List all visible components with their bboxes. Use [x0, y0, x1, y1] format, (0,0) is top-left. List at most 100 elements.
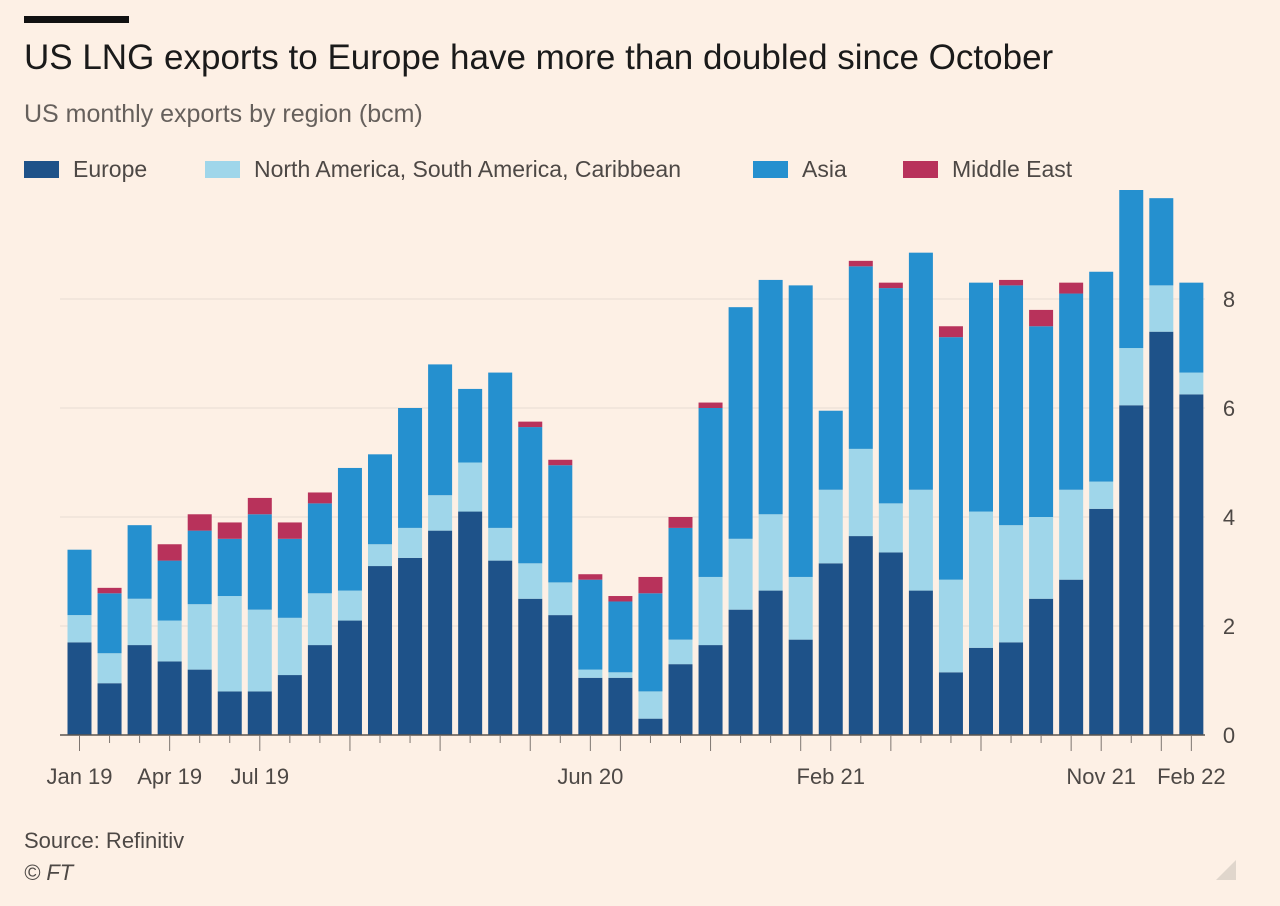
- bar-segment-north-america-south-america-caribbean: [938, 579, 963, 673]
- bar-segment-europe: [1089, 508, 1114, 735]
- bar-segment-asia: [818, 410, 843, 490]
- bar-segment-europe: [428, 530, 453, 735]
- bar-segment-north-america-south-america-caribbean: [67, 615, 92, 643]
- bar-segment-europe: [878, 552, 903, 735]
- bar-segment-north-america-south-america-caribbean: [97, 653, 122, 684]
- bar-segment-europe: [818, 563, 843, 735]
- legend-label-asia: Asia: [802, 155, 847, 182]
- x-tick-label: Feb 22: [1157, 764, 1226, 789]
- bar-segment-north-america-south-america-caribbean: [1149, 285, 1174, 332]
- bar-segment-asia: [247, 514, 272, 610]
- bar-segment-europe: [1179, 394, 1204, 735]
- ft-header-rule: [24, 16, 129, 23]
- bar-segment-middle-east: [247, 497, 272, 515]
- bar-segment-north-america-south-america-caribbean: [878, 503, 903, 553]
- bar-segment-europe: [97, 683, 122, 735]
- bar-segment-asia: [217, 538, 242, 597]
- bar-segment-asia: [608, 601, 633, 673]
- x-tick-label: Jun 20: [557, 764, 623, 789]
- bar-segment-north-america-south-america-caribbean: [698, 576, 723, 646]
- bar-segment-europe: [1059, 579, 1084, 735]
- bar-segment-europe: [999, 642, 1024, 735]
- bar-segment-asia: [398, 408, 423, 528]
- bar-segment-middle-east: [1029, 309, 1054, 327]
- x-tick-label: Jul 19: [230, 764, 289, 789]
- bar-segment-europe: [728, 609, 753, 735]
- bar-segment-europe: [127, 645, 152, 735]
- bar-segment-north-america-south-america-caribbean: [969, 511, 993, 648]
- bar-segment-north-america-south-america-caribbean: [578, 669, 603, 678]
- bar-segment-middle-east: [187, 514, 212, 531]
- bar-segment-middle-east: [1059, 282, 1084, 294]
- legend-label-americas: North America, South America, Caribbean: [254, 155, 681, 182]
- bar-segment-middle-east: [938, 326, 963, 338]
- bar-segment-asia: [668, 527, 693, 640]
- legend-swatch-asia: [753, 160, 788, 178]
- y-tick-label: 2: [1223, 614, 1235, 639]
- bar-segment-europe: [908, 590, 933, 735]
- copyright-note: © FT: [24, 860, 74, 885]
- bar-segment-europe: [368, 566, 392, 735]
- bar-segment-asia: [969, 282, 993, 512]
- y-tick-label: 8: [1223, 287, 1235, 312]
- bar-segment-north-america-south-america-caribbean: [908, 489, 933, 591]
- bar-segment-north-america-south-america-caribbean: [127, 598, 152, 646]
- bar-segment-north-america-south-america-caribbean: [398, 527, 423, 558]
- bar-segment-north-america-south-america-caribbean: [337, 590, 362, 621]
- bar-segment-middle-east: [668, 517, 693, 528]
- bar-segment-europe: [307, 645, 332, 735]
- bar-segment-europe: [969, 647, 993, 735]
- bar-segment-asia: [337, 467, 362, 591]
- bar-segment-north-america-south-america-caribbean: [1179, 372, 1204, 395]
- y-tick-label: 6: [1223, 396, 1235, 421]
- bar-segment-north-america-south-america-caribbean: [217, 596, 242, 692]
- bar-segment-asia: [728, 307, 753, 539]
- bar-segment-europe: [608, 677, 633, 735]
- bar-segment-middle-east: [548, 459, 573, 466]
- legend-label-europe: Europe: [73, 155, 148, 182]
- bar-segment-asia: [157, 560, 182, 621]
- bar-segment-asia: [638, 593, 663, 692]
- bar-segment-asia: [1059, 293, 1084, 490]
- bar-segment-europe: [638, 718, 663, 735]
- bar-segment-middle-east: [848, 260, 873, 267]
- bar-segment-north-america-south-america-caribbean: [728, 538, 753, 610]
- x-tick-label: Jan 19: [46, 764, 112, 789]
- bar-segment-north-america-south-america-caribbean: [1089, 481, 1114, 509]
- bar-segment-europe: [548, 615, 573, 735]
- bar-segment-europe: [217, 691, 242, 735]
- bar-segment-north-america-south-america-caribbean: [307, 593, 332, 646]
- bar-segment-asia: [97, 593, 122, 654]
- bar-segment-asia: [1029, 326, 1054, 517]
- legend: Europe North America, South America, Car…: [24, 154, 1254, 184]
- bar-segment-middle-east: [578, 574, 603, 580]
- bar-segment-north-america-south-america-caribbean: [548, 582, 573, 616]
- bar-segment-middle-east: [307, 492, 332, 504]
- bar-segment-asia: [488, 372, 513, 528]
- bar-segment-north-america-south-america-caribbean: [788, 576, 813, 640]
- bar-segment-asia: [758, 279, 783, 515]
- bar-segment-middle-east: [999, 279, 1024, 286]
- x-tick-label: Nov 21: [1066, 764, 1136, 789]
- chart-title: US LNG exports to Europe have more than …: [24, 38, 1054, 77]
- bar-segment-north-america-south-america-caribbean: [157, 620, 182, 662]
- bar-segment-europe: [398, 557, 423, 735]
- y-tick-label: 4: [1223, 505, 1235, 530]
- legend-item-europe: Europe: [24, 154, 147, 184]
- bar-segment-north-america-south-america-caribbean: [638, 691, 663, 719]
- legend-swatch-europe: [24, 160, 59, 178]
- resize-handle-icon[interactable]: [1216, 860, 1236, 880]
- bar-segment-europe: [698, 645, 723, 735]
- bar-segment-asia: [999, 285, 1024, 526]
- bar-segment-middle-east: [518, 421, 543, 428]
- bar-segment-europe: [1119, 405, 1144, 735]
- bar-segment-europe: [247, 691, 272, 735]
- bar-segment-europe: [518, 598, 543, 735]
- bar-segment-middle-east: [878, 282, 903, 289]
- bar-segment-north-america-south-america-caribbean: [428, 495, 453, 531]
- bar-segment-asia: [908, 252, 933, 490]
- bar-segment-middle-east: [217, 522, 242, 539]
- bar-segment-europe: [1149, 331, 1174, 735]
- bar-segment-middle-east: [157, 544, 182, 561]
- bar-segment-north-america-south-america-caribbean: [848, 448, 873, 537]
